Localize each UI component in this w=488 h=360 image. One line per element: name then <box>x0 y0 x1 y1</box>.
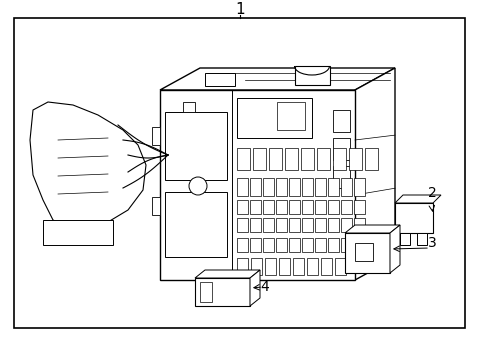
Bar <box>249 218 261 232</box>
Bar <box>152 197 160 215</box>
Bar <box>237 218 247 232</box>
Bar <box>332 166 349 188</box>
Text: 4: 4 <box>260 280 269 294</box>
Text: 1: 1 <box>235 3 244 18</box>
Bar <box>285 148 297 170</box>
Bar <box>200 282 212 302</box>
Polygon shape <box>389 225 399 273</box>
Bar <box>416 233 426 245</box>
Polygon shape <box>294 66 329 85</box>
Bar <box>249 178 261 196</box>
Bar <box>276 102 305 130</box>
Bar <box>195 278 249 306</box>
Bar <box>152 127 160 145</box>
Polygon shape <box>354 68 394 280</box>
Bar <box>275 218 286 232</box>
Bar <box>14 18 464 328</box>
Polygon shape <box>204 73 235 86</box>
Bar <box>164 112 226 180</box>
Bar <box>237 238 247 252</box>
Bar <box>320 258 331 275</box>
Bar <box>288 238 299 252</box>
Bar <box>332 148 346 170</box>
Polygon shape <box>345 225 399 233</box>
Bar <box>263 238 273 252</box>
Bar <box>249 238 261 252</box>
Polygon shape <box>394 195 440 203</box>
Bar <box>249 200 261 214</box>
Bar <box>252 148 265 170</box>
Bar <box>275 238 286 252</box>
Bar <box>354 243 372 261</box>
Bar <box>327 238 338 252</box>
Bar <box>237 178 247 196</box>
Bar <box>183 102 195 112</box>
Bar <box>160 90 354 280</box>
Bar <box>164 192 226 257</box>
Bar <box>279 258 289 275</box>
Bar <box>237 200 247 214</box>
Bar <box>399 233 409 245</box>
Bar <box>314 178 325 196</box>
Bar <box>340 238 351 252</box>
Polygon shape <box>249 270 260 306</box>
Bar <box>250 258 262 275</box>
Bar <box>288 218 299 232</box>
Bar <box>332 110 349 132</box>
Bar <box>288 178 299 196</box>
Bar <box>353 218 364 232</box>
Bar <box>302 238 312 252</box>
Bar <box>275 200 286 214</box>
Bar <box>275 178 286 196</box>
Polygon shape <box>30 102 146 230</box>
Bar <box>237 258 247 275</box>
Bar <box>263 200 273 214</box>
Bar <box>332 138 349 160</box>
Bar <box>302 200 312 214</box>
Bar <box>340 200 351 214</box>
Bar <box>353 178 364 196</box>
Bar <box>263 178 273 196</box>
Bar <box>301 148 313 170</box>
Bar <box>263 218 273 232</box>
Bar <box>334 258 346 275</box>
Circle shape <box>189 177 206 195</box>
Text: 3: 3 <box>427 236 435 250</box>
Bar <box>353 200 364 214</box>
Bar <box>302 178 312 196</box>
Bar <box>394 203 432 233</box>
Bar <box>237 98 311 138</box>
Bar <box>353 238 364 252</box>
Polygon shape <box>160 68 394 90</box>
Bar <box>327 218 338 232</box>
Text: 2: 2 <box>427 186 435 200</box>
Bar <box>345 233 389 273</box>
Bar <box>288 200 299 214</box>
Bar <box>340 218 351 232</box>
Bar <box>268 148 282 170</box>
Bar <box>314 238 325 252</box>
Bar <box>314 218 325 232</box>
Bar <box>43 220 113 245</box>
Bar <box>340 178 351 196</box>
Bar <box>237 148 249 170</box>
Bar <box>306 258 317 275</box>
Polygon shape <box>195 270 260 278</box>
Bar <box>327 200 338 214</box>
Bar <box>264 258 275 275</box>
Bar <box>327 178 338 196</box>
Bar <box>364 148 377 170</box>
Bar <box>316 148 329 170</box>
Bar <box>292 258 304 275</box>
Bar <box>348 148 361 170</box>
Bar <box>302 218 312 232</box>
Bar <box>314 200 325 214</box>
